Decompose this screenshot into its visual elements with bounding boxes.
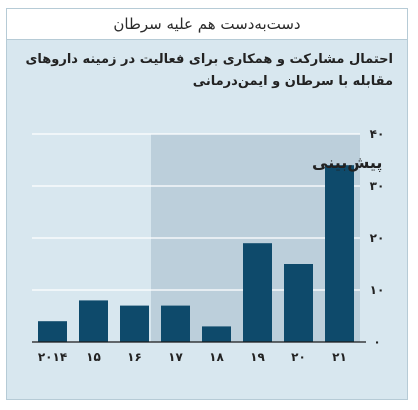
x-tick-label: ۱۵ bbox=[86, 350, 101, 364]
x-tick-labels: ۲۰۱۴ ۱۵ ۱۶ ۱۷ ۱۸ ۱۹ ۲۰ ۲۱ bbox=[38, 350, 347, 364]
bar bbox=[161, 305, 190, 342]
bar bbox=[284, 264, 313, 342]
chart-title: احتمال مشارکت و همکاری برای فعالیت در زم… bbox=[25, 52, 393, 89]
x-tick-label: ۲۰۱۴ bbox=[38, 350, 67, 364]
y-tick-label: ۲۰ bbox=[370, 231, 385, 245]
y-tick-label: ۰ bbox=[373, 335, 380, 349]
x-tick-label: ۱۷ bbox=[168, 350, 183, 364]
bars bbox=[38, 165, 354, 342]
y-tick-label: ۳۰ bbox=[370, 179, 385, 193]
y-tick-label: ۴۰ bbox=[370, 127, 385, 141]
bar bbox=[243, 243, 272, 342]
y-tick-label: ۱۰ bbox=[370, 283, 385, 297]
forecast-label: پیش‌بینی bbox=[312, 153, 382, 173]
x-tick-label: ۲۰ bbox=[291, 350, 306, 364]
bar bbox=[38, 321, 67, 342]
y-tick-labels: ۰ ۱۰ ۲۰ ۳۰ ۴۰ bbox=[370, 127, 385, 349]
x-tick-label: ۱۹ bbox=[250, 350, 265, 364]
x-tick-label: ۱۶ bbox=[127, 350, 142, 364]
bar bbox=[79, 300, 108, 342]
bar bbox=[202, 326, 231, 342]
header-title: دست‌به‌دست هم علیه سرطان bbox=[113, 15, 301, 33]
chart-header: دست‌به‌دست هم علیه سرطان bbox=[7, 9, 407, 40]
x-tick-label: ۲۱ bbox=[332, 350, 347, 364]
x-tick-label: ۱۸ bbox=[209, 350, 224, 364]
bar bbox=[325, 165, 354, 342]
bar bbox=[120, 305, 149, 342]
